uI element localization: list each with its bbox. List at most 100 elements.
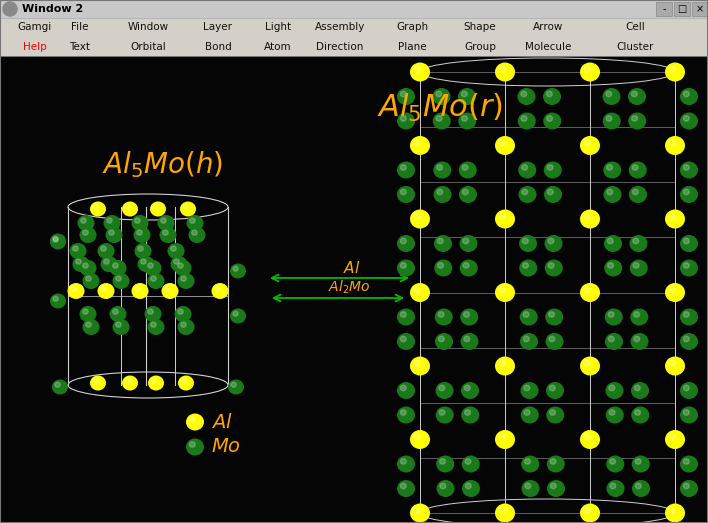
Text: Gamgi: Gamgi (18, 22, 52, 32)
Ellipse shape (606, 456, 624, 472)
Text: File: File (72, 22, 88, 32)
Ellipse shape (115, 322, 121, 327)
Ellipse shape (69, 243, 86, 259)
Ellipse shape (76, 259, 81, 264)
Ellipse shape (459, 259, 478, 277)
Ellipse shape (520, 309, 538, 325)
Ellipse shape (464, 312, 469, 317)
Circle shape (3, 2, 17, 16)
Ellipse shape (215, 286, 220, 291)
Ellipse shape (433, 186, 452, 203)
Ellipse shape (463, 238, 469, 244)
Ellipse shape (629, 259, 648, 277)
Ellipse shape (584, 507, 590, 513)
Ellipse shape (665, 357, 685, 376)
Ellipse shape (665, 136, 685, 155)
Ellipse shape (174, 260, 191, 276)
Ellipse shape (634, 312, 639, 317)
Ellipse shape (605, 333, 623, 350)
Ellipse shape (521, 406, 539, 424)
Ellipse shape (110, 260, 127, 276)
Ellipse shape (665, 63, 685, 82)
Ellipse shape (665, 283, 685, 302)
Ellipse shape (53, 237, 58, 242)
Ellipse shape (462, 91, 467, 97)
Text: □: □ (678, 4, 687, 14)
Ellipse shape (665, 504, 685, 522)
Ellipse shape (524, 385, 530, 391)
Text: Graph: Graph (396, 22, 428, 32)
Ellipse shape (629, 235, 648, 252)
Ellipse shape (525, 483, 531, 488)
Ellipse shape (547, 91, 552, 97)
Ellipse shape (397, 382, 415, 399)
Text: $Al_2Mo$: $Al_2Mo$ (329, 279, 371, 296)
Ellipse shape (518, 162, 536, 178)
Ellipse shape (178, 376, 194, 391)
Ellipse shape (178, 273, 195, 289)
Ellipse shape (110, 306, 127, 322)
Ellipse shape (683, 385, 689, 391)
Ellipse shape (524, 410, 530, 415)
Ellipse shape (521, 456, 539, 472)
Ellipse shape (584, 287, 590, 293)
Ellipse shape (680, 186, 698, 203)
Ellipse shape (604, 259, 622, 277)
Ellipse shape (435, 382, 454, 399)
Ellipse shape (410, 63, 430, 82)
Ellipse shape (584, 213, 590, 219)
Text: Window: Window (127, 22, 169, 32)
Ellipse shape (680, 456, 698, 472)
Ellipse shape (115, 276, 121, 281)
Text: Cell: Cell (625, 22, 645, 32)
Ellipse shape (83, 263, 88, 268)
Ellipse shape (413, 507, 421, 513)
Bar (674, 2, 690, 16)
Text: -: - (662, 4, 666, 14)
Text: Atom: Atom (264, 41, 292, 51)
Ellipse shape (83, 309, 88, 314)
Ellipse shape (669, 507, 675, 513)
Ellipse shape (153, 204, 158, 209)
Ellipse shape (547, 406, 564, 424)
Ellipse shape (680, 259, 698, 277)
Ellipse shape (683, 263, 689, 268)
Ellipse shape (438, 263, 443, 268)
Ellipse shape (606, 116, 612, 121)
Ellipse shape (635, 459, 641, 464)
Ellipse shape (543, 88, 561, 105)
Ellipse shape (498, 140, 506, 146)
Ellipse shape (435, 333, 453, 350)
Ellipse shape (141, 259, 147, 264)
Ellipse shape (547, 456, 565, 472)
Ellipse shape (549, 336, 555, 342)
Text: Text: Text (69, 41, 91, 51)
Ellipse shape (635, 483, 641, 488)
Ellipse shape (171, 256, 188, 272)
Ellipse shape (181, 276, 186, 281)
Ellipse shape (665, 430, 685, 449)
Ellipse shape (433, 162, 451, 178)
Ellipse shape (634, 410, 641, 415)
Ellipse shape (103, 259, 109, 264)
Ellipse shape (680, 235, 698, 252)
Ellipse shape (401, 385, 406, 391)
Ellipse shape (607, 189, 612, 195)
Ellipse shape (544, 162, 561, 178)
Ellipse shape (50, 234, 66, 249)
Ellipse shape (186, 215, 203, 231)
Ellipse shape (495, 283, 515, 302)
Ellipse shape (192, 230, 198, 235)
Ellipse shape (680, 162, 698, 178)
Ellipse shape (163, 230, 169, 235)
Ellipse shape (173, 259, 179, 264)
Ellipse shape (461, 382, 479, 399)
Ellipse shape (458, 112, 476, 130)
Ellipse shape (125, 204, 130, 209)
Ellipse shape (459, 235, 477, 252)
Ellipse shape (135, 218, 140, 223)
Ellipse shape (397, 259, 415, 277)
Text: Molecule: Molecule (525, 41, 571, 51)
Ellipse shape (436, 91, 442, 97)
Ellipse shape (634, 336, 640, 342)
